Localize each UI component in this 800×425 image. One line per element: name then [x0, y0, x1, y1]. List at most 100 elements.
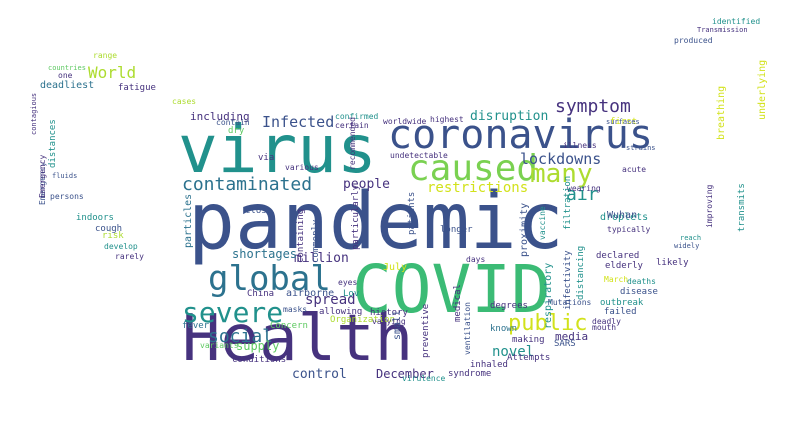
word-contaminated: contaminated [182, 174, 312, 195]
word-patients: patients [407, 192, 417, 235]
word-deadliest: deadliest [40, 80, 94, 91]
word-underlying: underlying [757, 60, 768, 120]
word-longer: longer [440, 225, 473, 235]
word-variants: variants [200, 341, 239, 350]
word-known: known [490, 324, 517, 334]
word-highest: highest [430, 115, 464, 124]
word-filtration: filtration [563, 176, 573, 230]
word-confirmed: confirmed [335, 112, 379, 121]
word-public: public [508, 311, 587, 336]
word-symptom: symptom [555, 96, 631, 117]
word-develop: develop [104, 242, 138, 251]
word-distances: distances [48, 119, 58, 168]
word-fever: fever [182, 321, 210, 331]
word-days: days [466, 255, 485, 264]
word-contain: contain [216, 118, 250, 127]
word-history: history [370, 308, 409, 318]
word-lockdowns: lockdowns [520, 150, 601, 168]
word-rarely: rarely [115, 252, 144, 261]
word-varying: varying [372, 317, 406, 326]
word-one: one [58, 71, 73, 80]
word-cases: cases [172, 97, 196, 106]
word-improving: improving [705, 184, 714, 228]
word-distancing: distancing [576, 246, 586, 300]
word-reach: reach [680, 234, 701, 242]
word-medical: medical [453, 284, 463, 322]
word-ventilation: ventilation [463, 302, 472, 355]
word-emergency: Emergency [38, 161, 47, 205]
word-disease: disease [620, 287, 658, 297]
word-emergency: Emergency [38, 154, 47, 198]
word-particularly: particularly [351, 184, 361, 250]
word-making: making [512, 335, 545, 345]
word-control: control [292, 367, 347, 382]
word-identified: identified [712, 17, 760, 26]
word-conditions: conditions [232, 355, 286, 365]
word-close: close [245, 206, 272, 216]
word-vaccine: vaccine [538, 206, 547, 240]
word-fatigue: fatigue [118, 83, 156, 93]
word-worldwide: worldwide [383, 117, 427, 126]
word-elderly: elderly [605, 261, 644, 271]
word-air: air [566, 184, 599, 205]
word-sars: SARS [554, 339, 576, 349]
word-virulence: virulence [402, 374, 446, 383]
word-likely: likely [656, 258, 689, 268]
word-illness: illness [563, 141, 597, 150]
word-infected: Infected [262, 113, 334, 131]
word-mutations: Mutations [548, 298, 592, 307]
word-eyes: eyes [338, 278, 357, 287]
word-spread: spread [305, 292, 356, 308]
word-lov: Lov [343, 289, 359, 299]
word-small: small [392, 310, 403, 340]
word-breathing: breathing [716, 86, 727, 140]
word-novel: novel [492, 344, 534, 360]
word-coronavirus: coronavirus [388, 112, 653, 158]
word-preventive: preventive [421, 304, 431, 358]
word-declared: declared [596, 251, 639, 261]
word-degrees: degrees [490, 301, 528, 311]
word-virus: virus [178, 111, 377, 188]
word-risk: risk [102, 231, 124, 241]
word-disruption: disruption [470, 109, 548, 124]
word-deadly: deadly [592, 317, 621, 326]
word-transmits: transmits [737, 183, 747, 232]
word-wearing: wearing [567, 184, 601, 193]
word-shortages: shortages [232, 247, 297, 261]
word-july: July [383, 262, 407, 273]
word-organization: Organization [330, 315, 395, 325]
word-acute: acute [622, 165, 646, 174]
word-march: March [604, 275, 628, 284]
word-many: many [530, 159, 593, 189]
word-proximity: proximity [519, 203, 530, 257]
word-supply: supply [236, 339, 279, 353]
word-wuhan: Wuhan [607, 210, 637, 221]
word-countries: countries [48, 64, 86, 72]
word-dry: dry [228, 126, 245, 136]
word-world: World [88, 63, 136, 82]
word-indoors: indoors [76, 213, 114, 223]
word-including: including [190, 110, 250, 123]
word-mouth: mouth [592, 323, 616, 332]
word-surfaces: surfaces [606, 118, 640, 126]
word-outbreak: outbreak [600, 298, 644, 308]
word-covid: COVID [352, 251, 551, 328]
word-december: December [376, 367, 434, 381]
word-deaths: deaths [627, 277, 656, 286]
word-range: range [93, 51, 117, 60]
word-attempts: Attempts [507, 353, 550, 363]
word-respiratory: respiratory [543, 263, 554, 329]
word-produced: produced [674, 36, 713, 45]
word-contagious: contagious [30, 93, 38, 135]
word-media: media [555, 330, 588, 343]
word-transmission: Transmission [697, 26, 748, 34]
word-restrictions: restrictions [427, 180, 528, 196]
word-global: global [208, 259, 331, 299]
word-particles: particles [183, 194, 194, 248]
word-cough: cough [95, 224, 122, 234]
word-widely: widely [674, 242, 699, 250]
word-pandemic: pandemic [188, 177, 564, 267]
word-persons: persons [50, 192, 84, 201]
word-allowing: allowing [319, 307, 362, 317]
